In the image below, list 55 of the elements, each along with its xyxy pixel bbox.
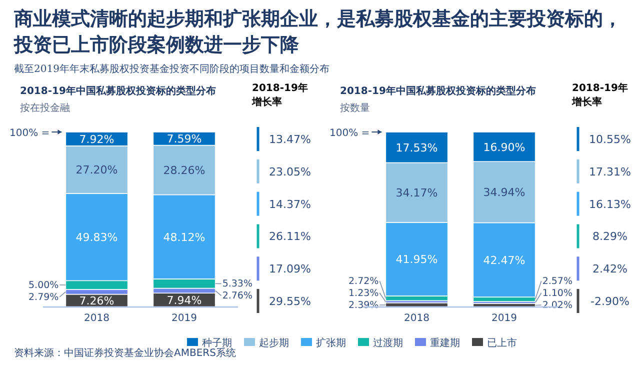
- data-label: 7.92%: [79, 132, 114, 146]
- data-label: 7.26%: [79, 294, 114, 308]
- chart-subtitle: 按数量: [340, 102, 370, 114]
- chart-title: 2018-19年中国私募股权投资标的类型分布: [20, 85, 216, 97]
- data-label: 5.33%: [222, 278, 252, 290]
- legend-label: 起步期: [259, 337, 289, 349]
- data-label: 41.95%: [396, 253, 438, 266]
- text: 截至2019年年末私募股权投资基金投资不同阶段的项目数量和金额分布: [14, 62, 330, 76]
- text: 26.11%: [269, 230, 311, 244]
- data-label: 2.57%: [542, 276, 572, 287]
- data-label: 49.83%: [76, 231, 118, 244]
- data-label: 16.90%: [483, 140, 526, 154]
- legend-label: 种子期: [202, 337, 232, 349]
- annotation: 100% =: [10, 128, 50, 139]
- text: 资料来源：中国证券投资基金业协会AMBERS系统: [14, 348, 236, 360]
- text: 10.55%: [589, 133, 631, 146]
- data-label: 2.79%: [28, 292, 59, 303]
- data-label: 1.10%: [542, 288, 572, 299]
- data-label: 34.94%: [483, 186, 526, 200]
- text: 商业模式清晰的起步期和扩张期企业，是私募股权基金的主要投资标的，投资已上市阶段案例数进一步下降: [14, 7, 623, 58]
- data-label: 34.17%: [396, 186, 438, 200]
- chart-title: 2018-19年中国私募股权投资标的类型分布: [340, 85, 536, 97]
- x-tick-label: 2019: [492, 313, 517, 324]
- text: 14.37%: [269, 198, 311, 211]
- text: 29.55%: [269, 295, 311, 308]
- legend-label: 扩张期: [316, 337, 346, 349]
- data-label: 27.20%: [76, 164, 118, 177]
- data-label: 48.12%: [163, 230, 206, 244]
- data-label: 7.59%: [166, 132, 202, 146]
- text: 17.31%: [589, 165, 631, 178]
- data-label: 5.00%: [28, 280, 59, 291]
- annotation: 100% =: [330, 128, 370, 139]
- data-label: 28.26%: [163, 164, 206, 178]
- data-label: 2.76%: [222, 290, 252, 302]
- text: 17.09%: [269, 262, 311, 276]
- text: 16.13%: [589, 198, 631, 211]
- data-label: 7.94%: [166, 294, 202, 308]
- text: 2018-19年增长率: [252, 82, 309, 110]
- text: 2018-19年增长率: [572, 82, 629, 110]
- text: -2.90%: [590, 295, 630, 308]
- data-label: 42.47%: [483, 254, 526, 267]
- legend-label: 重建期: [430, 337, 460, 349]
- legend-label: 已上市: [487, 337, 517, 349]
- legend-label: 过渡期: [373, 337, 403, 349]
- data-label: 2.72%: [348, 276, 379, 287]
- x-tick-label: 2018: [84, 313, 110, 324]
- text: 2.42%: [592, 262, 628, 276]
- text: 23.05%: [269, 165, 311, 178]
- chart-subtitle: 按在投金融: [20, 102, 70, 114]
- text: 8.29%: [592, 230, 628, 244]
- x-tick-label: 2019: [172, 313, 197, 324]
- text: 13.47%: [269, 133, 311, 146]
- x-tick-label: 2018: [404, 313, 430, 324]
- data-label: 17.53%: [396, 141, 438, 154]
- data-label: 1.23%: [348, 288, 379, 299]
